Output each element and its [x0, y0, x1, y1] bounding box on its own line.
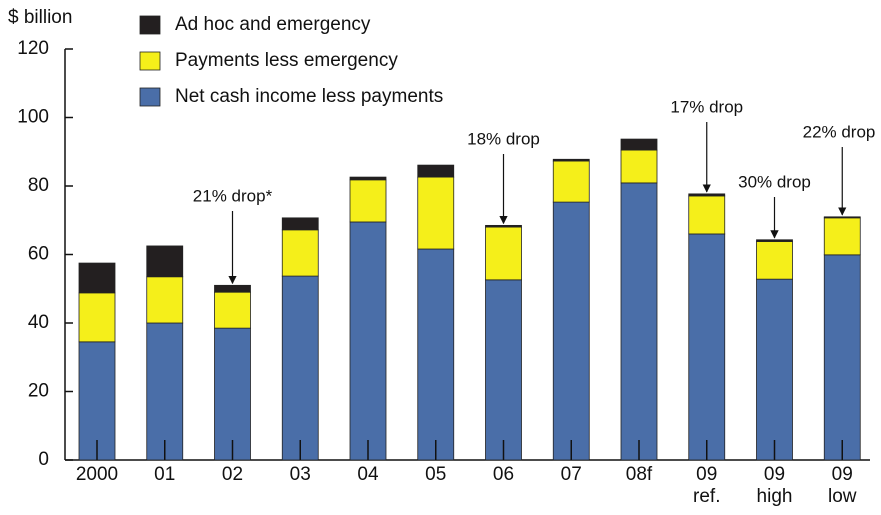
bar-segment	[485, 279, 522, 461]
bar-segment	[823, 217, 861, 256]
x-tick-label: 09 high	[757, 464, 793, 507]
x-tick-label: 04	[357, 464, 379, 485]
x-tick-label: 06	[493, 464, 514, 485]
annotation: 18% drop	[467, 129, 540, 148]
y-tick-label: 120	[17, 38, 49, 59]
y-tick-label: 0	[38, 449, 49, 470]
y-tick-label: 60	[28, 244, 49, 265]
bar-segment	[281, 229, 319, 277]
bar-segment	[823, 216, 861, 219]
y-tick-label: 40	[28, 312, 49, 333]
legend-label: Net cash income less payments	[175, 86, 443, 107]
y-tick-label: 80	[28, 175, 49, 196]
annotation: 17% drop	[670, 97, 743, 116]
x-tick-label: 09 ref.	[693, 464, 720, 507]
bar-segment	[417, 248, 455, 461]
bar-segment	[78, 292, 116, 343]
x-tick-label: 03	[290, 464, 311, 485]
bar-segment	[281, 217, 319, 231]
bar-segment	[823, 254, 861, 461]
bar-segment	[552, 158, 590, 162]
legend-label: Ad hoc and emergency	[175, 14, 371, 35]
x-tick-label: 05	[425, 464, 446, 485]
x-tick-label: 02	[222, 464, 243, 485]
bar-segment	[620, 182, 658, 461]
x-tick-label: 2000	[76, 464, 118, 485]
legend-label: Payments less emergency	[175, 50, 398, 71]
y-tick-label: 100	[17, 107, 49, 128]
bar-segment	[620, 138, 658, 151]
bar-segment	[756, 241, 793, 280]
legend-swatch	[139, 15, 161, 35]
bar-segment	[146, 245, 184, 278]
bar-segment	[146, 276, 184, 324]
bar-segment	[485, 226, 522, 281]
x-tick-label: 01	[154, 464, 175, 485]
bar-segment	[146, 322, 184, 461]
bar-segment	[214, 284, 251, 293]
x-tick-label: 09 low	[828, 464, 857, 507]
bar-segment	[756, 278, 793, 461]
bar-segment	[349, 221, 387, 461]
bar-segment	[552, 160, 590, 203]
x-tick-label: 07	[561, 464, 582, 485]
bar-segment	[620, 149, 658, 184]
x-tick-label: 08f	[626, 464, 653, 485]
annotation: 22% drop	[803, 122, 876, 141]
y-tick-label: 20	[28, 381, 49, 402]
bar-segment	[688, 195, 726, 235]
bar-segment	[417, 176, 455, 250]
bar-segment	[281, 275, 319, 461]
bar-segment	[485, 224, 522, 228]
legend-swatch	[139, 51, 161, 71]
bar-segment	[349, 176, 387, 181]
bar-segment	[78, 262, 116, 294]
bar-segment	[756, 239, 793, 242]
annotation: 30% drop	[738, 172, 811, 191]
bar-segment	[214, 327, 251, 461]
bar-segment	[417, 164, 455, 178]
bar-segment	[552, 201, 590, 461]
y-axis-label: $ billion	[8, 7, 72, 28]
bar-segment	[214, 291, 251, 329]
bar-segment	[688, 233, 726, 461]
legend-swatch	[139, 87, 161, 107]
bar-segment	[349, 179, 387, 223]
annotation: 21% drop*	[193, 186, 273, 205]
bar-segment	[688, 193, 726, 197]
